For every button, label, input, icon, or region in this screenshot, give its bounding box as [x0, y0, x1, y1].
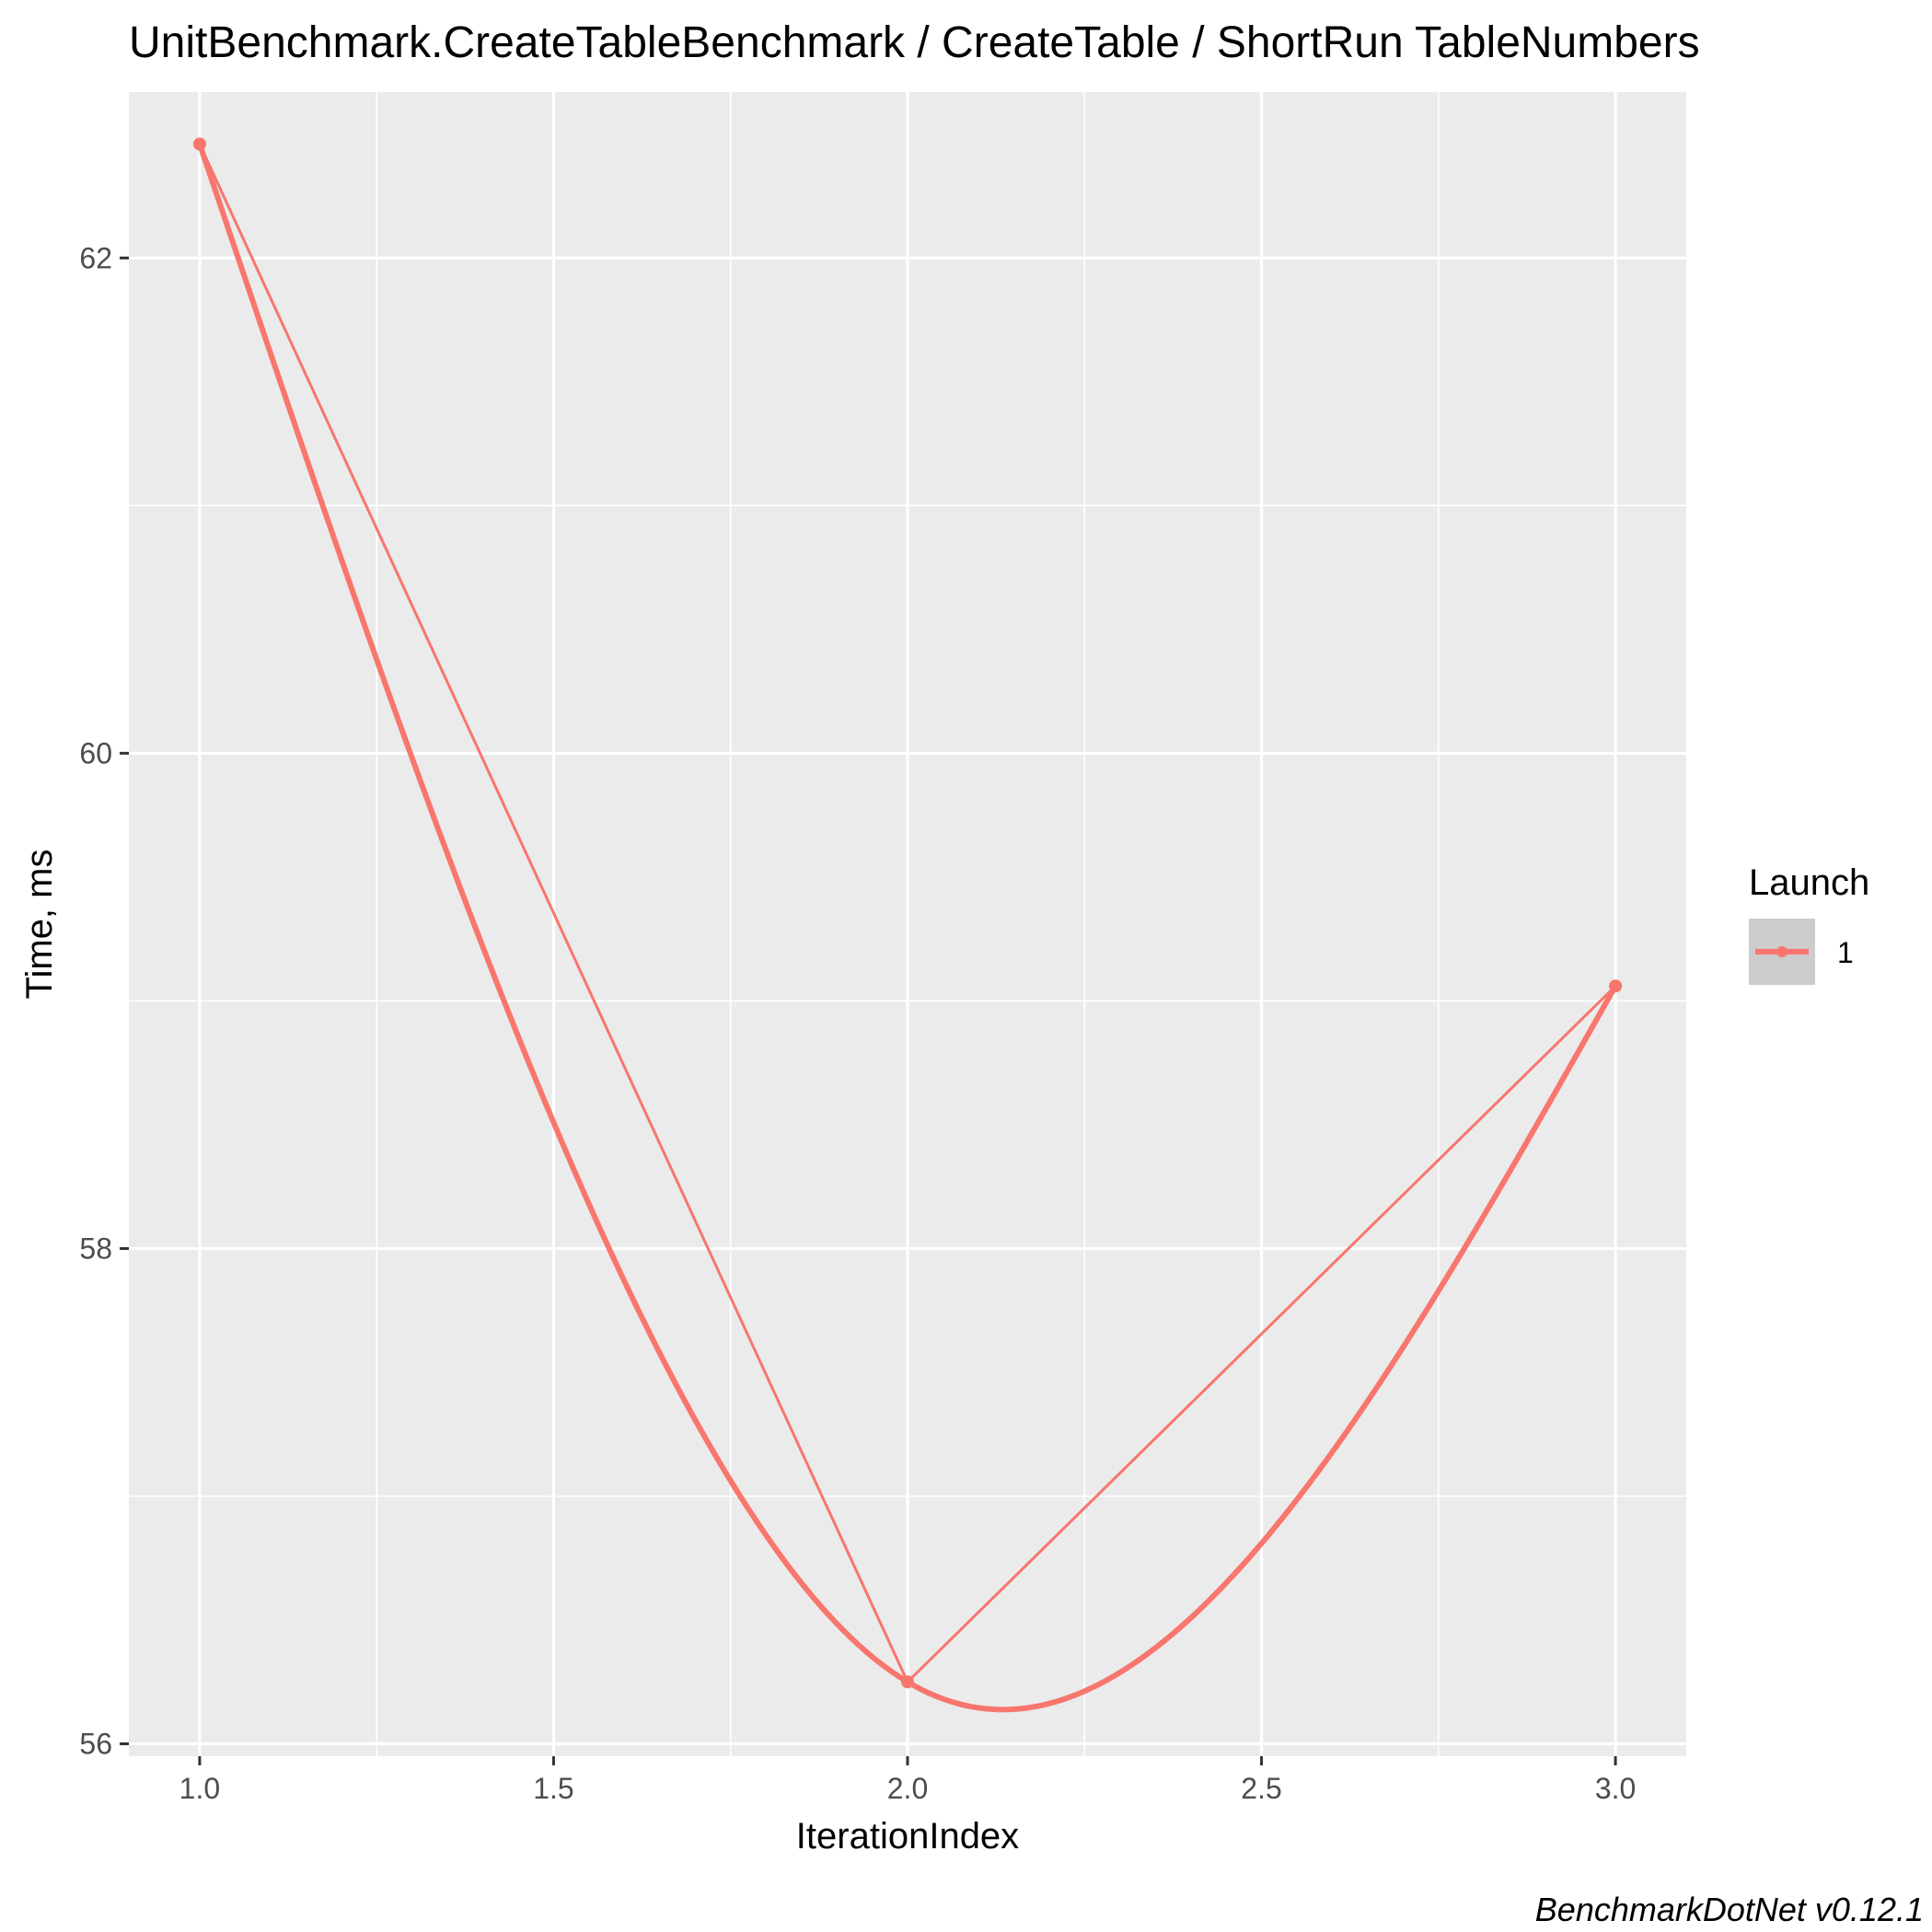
- y-axis: 56 58 60 62: [79, 241, 129, 1760]
- y-tick-label: 62: [79, 241, 112, 274]
- x-tick-label: 2.0: [887, 1772, 928, 1805]
- legend-title: Launch: [1749, 862, 1869, 903]
- legend: Launch 1: [1749, 862, 1869, 985]
- caption: BenchmarkDotNet v0.12.1: [1535, 1891, 1924, 1928]
- legend-label: 1: [1837, 936, 1854, 969]
- y-tick-label: 60: [79, 736, 112, 769]
- x-axis: 1.0 1.5 2.0 2.5 3.0: [179, 1756, 1637, 1805]
- data-point: [901, 1675, 914, 1688]
- legend-key-point: [1776, 946, 1787, 957]
- y-tick-label: 56: [79, 1728, 112, 1761]
- x-tick-label: 1.0: [179, 1772, 220, 1805]
- chart-title: UnitBenchmark.CreateTableBenchmark / Cre…: [129, 18, 1700, 67]
- x-tick-label: 2.5: [1241, 1772, 1281, 1805]
- data-point: [1609, 979, 1622, 992]
- x-tick-label: 3.0: [1595, 1772, 1636, 1805]
- y-tick-label: 58: [79, 1232, 112, 1265]
- data-point: [193, 138, 206, 151]
- x-axis-title: IterationIndex: [796, 1816, 1019, 1857]
- x-tick-label: 1.5: [533, 1772, 573, 1805]
- y-axis-title: Time, ms: [19, 850, 60, 1000]
